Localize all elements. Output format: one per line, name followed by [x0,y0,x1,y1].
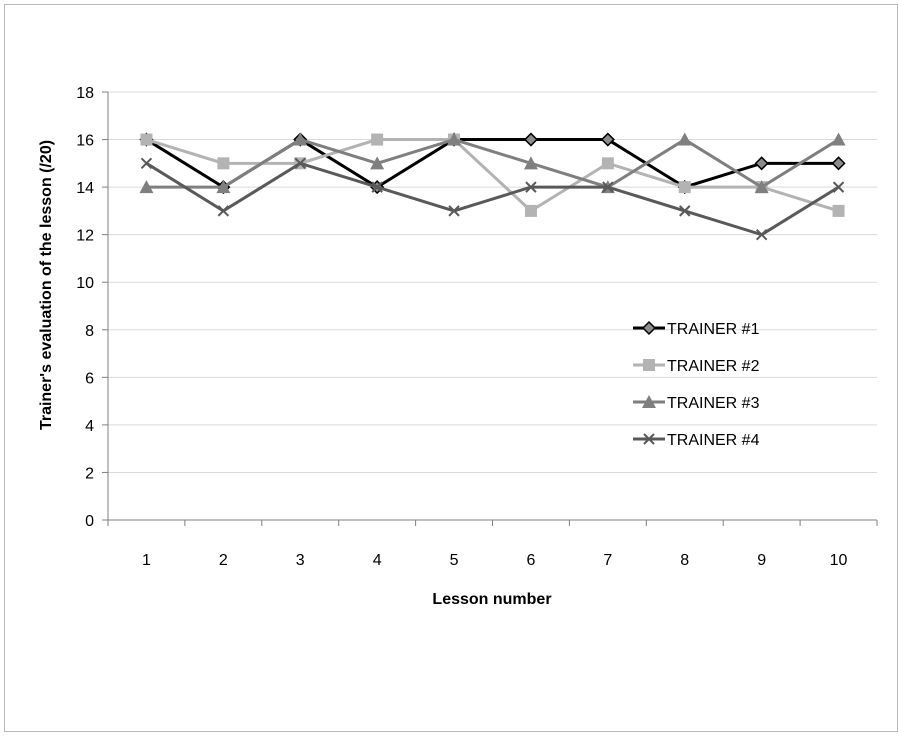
data-point [216,180,231,194]
x-tick-label: 9 [757,552,766,569]
legend-entry: TRAINER #4 [633,432,760,449]
x-tick-label: 8 [680,552,689,569]
legend-label: TRAINER #3 [667,395,760,412]
data-point [678,181,691,194]
chart-frame [4,4,898,732]
x-tick-label: 1 [142,552,151,569]
data-point [140,133,153,146]
y-tick-label: 0 [85,513,94,530]
data-point [601,157,614,170]
data-point [448,205,460,217]
legend-marker [641,320,657,336]
series-2 [140,133,845,217]
y-tick-label: 10 [76,275,94,292]
data-point [293,132,308,146]
y-tick-label: 6 [85,370,94,387]
x-tick-label: 3 [296,552,305,569]
y-tick-labels: 0 2 4 6 8 10 12 14 16 18 [76,85,94,530]
data-point [602,181,614,193]
x-tick-label: 7 [603,552,612,569]
data-point [832,204,845,217]
data-point [831,132,846,146]
data-point [525,181,537,193]
series-line [145,161,840,237]
y-tick-label: 2 [85,465,94,482]
legend-marker [643,359,655,371]
x-tick-labels: 1 2 3 4 5 6 7 8 9 10 [142,552,848,569]
data-point [523,132,539,147]
data-point [139,180,154,194]
data-point [217,157,230,170]
y-axis-title: Trainer's evaluation of the lesson (/20) [38,140,55,430]
series-line [146,137,840,189]
legend-label: TRAINER #2 [667,358,760,375]
legend-entry: TRAINER #2 [633,358,760,375]
y-tick-label: 12 [76,228,94,245]
data-point [294,157,306,170]
data-point [370,156,385,170]
series-4 [140,157,845,241]
legend-entry: TRAINER #3 [633,395,760,412]
data-point [755,228,768,241]
data-point [371,133,384,146]
x-tick-label: 5 [450,552,459,569]
data-point [677,132,692,146]
y-tick-label: 4 [85,418,94,435]
series-group [139,132,846,241]
data-point [831,156,846,171]
x-axis-title: Lesson number [432,591,551,608]
legend-label: TRAINER #4 [667,432,760,449]
legend-marker [642,395,656,408]
legend-marker [643,433,655,445]
x-tick-label: 2 [219,552,228,569]
y-tick-label: 14 [76,180,94,197]
y-tick-label: 18 [76,85,94,102]
data-point [523,156,538,170]
data-point [679,205,691,217]
legend-entry: TRAINER #1 [633,320,760,338]
axes [102,91,878,526]
legend: TRAINER #1 TRAINER #2 TRAINER #3 TRAINER #4 [633,320,760,449]
data-point [754,156,769,171]
x-tick-label: 10 [830,552,848,569]
x-tick-label: 6 [526,552,535,569]
y-tick-label: 16 [76,133,94,150]
data-point [140,157,153,170]
data-point [371,181,383,193]
data-point [754,180,769,194]
y-tick-label: 8 [85,323,94,340]
data-point [217,205,230,217]
data-point [600,132,615,147]
data-point [447,132,462,146]
gridlines [108,91,877,473]
legend-label: TRAINER #1 [667,321,760,338]
data-point [524,204,537,217]
data-point [832,181,845,193]
x-tick-label: 4 [373,552,382,569]
